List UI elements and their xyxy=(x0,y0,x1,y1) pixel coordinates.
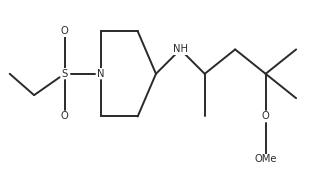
Text: O: O xyxy=(61,111,68,121)
Text: NH: NH xyxy=(173,44,188,55)
Text: O: O xyxy=(262,111,270,121)
Text: N: N xyxy=(97,69,105,79)
Text: O: O xyxy=(61,26,68,36)
Text: OMe: OMe xyxy=(254,154,277,164)
Text: S: S xyxy=(61,69,68,79)
